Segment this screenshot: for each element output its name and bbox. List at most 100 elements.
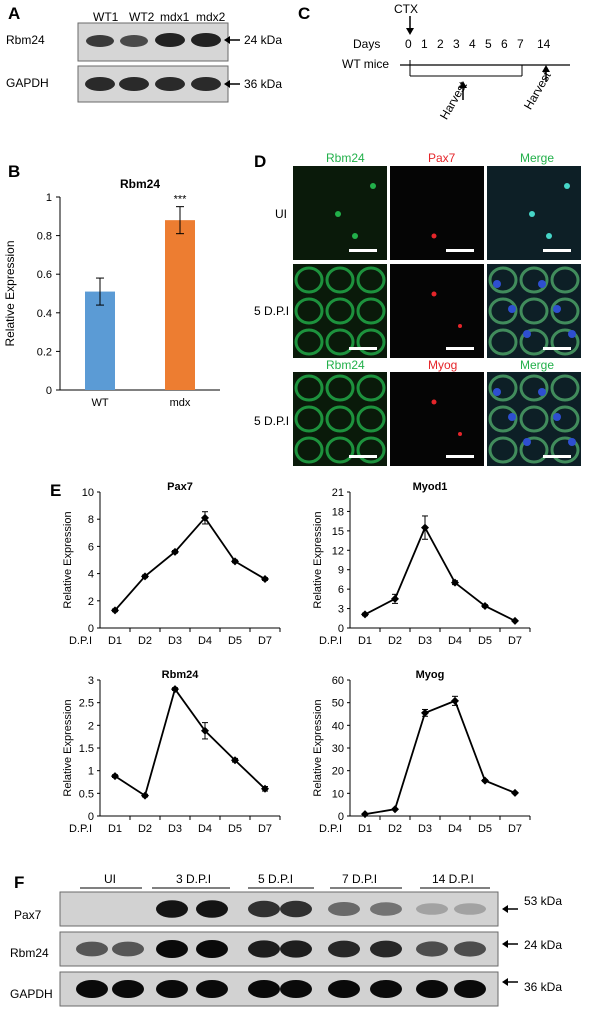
chart-E2-xtick-label: D3	[418, 635, 432, 647]
chart-b-ytick-label: 0	[46, 385, 52, 397]
myofiber-outline	[519, 266, 549, 294]
chart-E1-xaxis-label: D.P.I	[69, 635, 92, 647]
chart-e-myod1: Myod1 0 3 6 9 12 15 18 21 Relative Expression D.P.…	[312, 481, 531, 647]
micrograph-tile	[390, 166, 484, 260]
chart-E2-xtick-label: D4	[448, 635, 462, 647]
day-5: 5	[485, 37, 492, 51]
day-4: 4	[469, 37, 476, 51]
scale-bar	[349, 249, 377, 252]
chart-E4-point	[391, 805, 399, 814]
f-band	[248, 900, 280, 918]
f-arrow-head	[502, 905, 508, 913]
chart-E3-point	[201, 726, 209, 735]
chart-E4-title: Myog	[416, 669, 445, 681]
chart-E2-point	[391, 594, 399, 603]
chart-e-pax7: Pax7 0 2 4 6 8 10 Relative Expression D.P.I D1 D2 D…	[62, 481, 281, 647]
chart-E1-xtick-label: D2	[138, 635, 152, 647]
f-band	[76, 941, 108, 957]
micrograph-tile	[390, 264, 484, 358]
f-band	[370, 902, 402, 916]
f-band	[112, 941, 144, 957]
chart-E4-xtick-label: D2	[388, 823, 402, 835]
chart-E4-ytick-label: 40	[332, 720, 344, 732]
f-band	[328, 940, 360, 958]
blot-a-row1-kda: 24 kDa	[244, 33, 283, 47]
chart-E4-point	[361, 810, 369, 819]
f-arrow-head	[502, 978, 508, 986]
chart-E2-point	[511, 616, 519, 625]
chart-E3-xtick-label: D3	[168, 823, 182, 835]
chart-E3-xtick-label: D5	[228, 823, 242, 835]
chart-E3-ytick-label: 1.5	[79, 743, 94, 755]
chart-b-ytick-label: 0.6	[37, 269, 52, 281]
scale-bar	[543, 347, 571, 350]
chart-E2-point	[421, 523, 429, 532]
f-band	[454, 903, 486, 915]
scale-bar	[446, 347, 474, 350]
chart-E4-xtick-label: D5	[478, 823, 492, 835]
d-row1-stain-pax7: Pax7	[428, 151, 456, 165]
stained-cell	[529, 211, 535, 217]
myofiber-outline	[294, 328, 324, 356]
day-7: 7	[517, 37, 524, 51]
myofiber-outline	[356, 374, 386, 402]
chart-E2-xtick-label: D1	[358, 635, 372, 647]
scale-bar	[349, 455, 377, 458]
myofiber-outline	[356, 405, 386, 433]
f-band	[328, 902, 360, 916]
chart-E2-xtick-label: D2	[388, 635, 402, 647]
red-stained-cell	[431, 291, 437, 297]
nucleus-dot	[553, 413, 561, 421]
chart-E1-point	[111, 606, 119, 615]
chart-b-ytick-label: 0.4	[37, 308, 52, 320]
day-3: 3	[453, 37, 460, 51]
chart-E1-series-line	[114, 516, 266, 611]
chart-E3-ytick-label: 1	[88, 766, 94, 778]
myofiber-outline	[325, 297, 355, 325]
f-arrow-head	[502, 940, 508, 948]
chart-b: Rbm24 0 0.2 0.4 0.6 0.8 1 Relative Expression WT…	[3, 177, 220, 409]
stained-cell	[564, 183, 570, 189]
myofiber-outline	[519, 328, 549, 356]
myofiber-outline	[356, 297, 386, 325]
d-row1-label: UI	[275, 207, 287, 221]
chart-E1-xtick-label: D1	[108, 635, 122, 647]
panel-label-c: C	[298, 4, 311, 23]
chart-E1-ytick-label: 4	[88, 569, 94, 581]
chart-E2-series-line	[364, 525, 516, 622]
myofiber-outline	[550, 374, 580, 402]
myofiber-outline	[488, 328, 518, 356]
chart-b-bar	[165, 220, 195, 390]
myofiber-outline	[550, 266, 580, 294]
chart-E3-point	[261, 784, 269, 793]
chart-E3-title: Rbm24	[162, 669, 200, 681]
myofiber-outline	[488, 436, 518, 464]
myofiber-outline	[550, 405, 580, 433]
f-group-7dpi: 7 D.P.I	[342, 872, 378, 886]
chart-E1-ytick-label: 2	[88, 596, 94, 608]
red-stained-cell	[458, 432, 462, 436]
chart-E3-ytick-label: 0	[88, 811, 94, 823]
chart-E1-point	[141, 572, 149, 581]
timeline-diagram	[400, 16, 570, 100]
chart-E1-ylabel: Relative Expression	[62, 511, 74, 608]
micrograph-tile	[487, 372, 581, 466]
f-row2-label: Rbm24	[10, 946, 49, 960]
myofiber-outline	[550, 297, 580, 325]
chart-b-xtick-label: WT	[91, 397, 108, 409]
f-band	[196, 940, 228, 958]
chart-E4-point	[451, 696, 459, 705]
chart-E1-point	[261, 575, 269, 584]
d-row1-stain-rbm24: Rbm24	[326, 151, 365, 165]
f-band	[370, 980, 402, 998]
chart-E2-ytick-label: 9	[338, 565, 344, 577]
chart-E1-title: Pax7	[167, 481, 193, 493]
chart-b-ytick-label: 0.2	[37, 346, 52, 358]
f-band	[76, 980, 108, 998]
micrograph-grid	[293, 166, 581, 466]
chart-E2-ytick-label: 6	[338, 584, 344, 596]
day-2: 2	[437, 37, 444, 51]
chart-E4-ytick-label: 20	[332, 766, 344, 778]
myofiber-outline	[356, 328, 386, 356]
blot-a-image	[77, 22, 240, 103]
